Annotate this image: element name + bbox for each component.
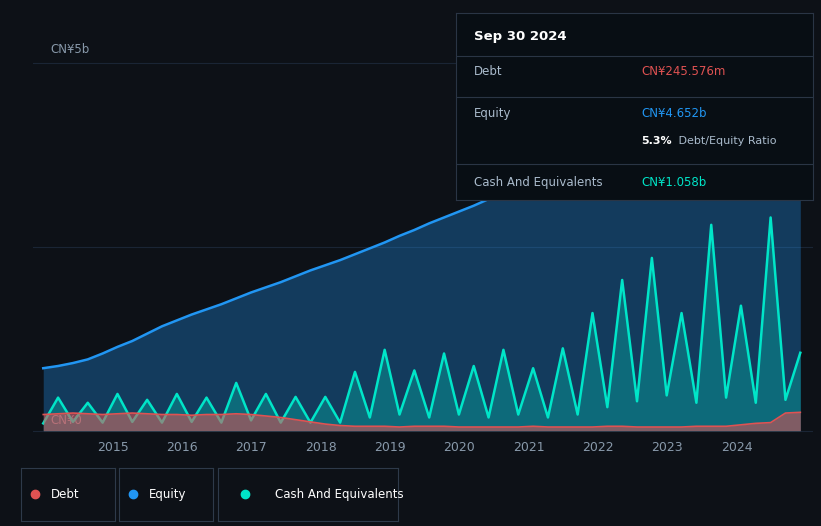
Text: Sep 30 2024: Sep 30 2024 — [474, 30, 566, 43]
Text: CN¥0: CN¥0 — [50, 414, 82, 427]
Text: 5.3%: 5.3% — [641, 136, 672, 146]
Text: Debt: Debt — [51, 488, 80, 501]
Text: CN¥245.576m: CN¥245.576m — [641, 65, 726, 78]
Text: CN¥4.652b: CN¥4.652b — [641, 106, 707, 119]
Text: Debt: Debt — [474, 65, 502, 78]
Text: CN¥5b: CN¥5b — [50, 43, 89, 56]
Text: CN¥1.058b: CN¥1.058b — [641, 176, 707, 189]
Text: Equity: Equity — [474, 106, 511, 119]
Text: Debt/Equity Ratio: Debt/Equity Ratio — [676, 136, 777, 146]
Text: Equity: Equity — [149, 488, 186, 501]
Text: Cash And Equivalents: Cash And Equivalents — [275, 488, 404, 501]
Text: Cash And Equivalents: Cash And Equivalents — [474, 176, 602, 189]
